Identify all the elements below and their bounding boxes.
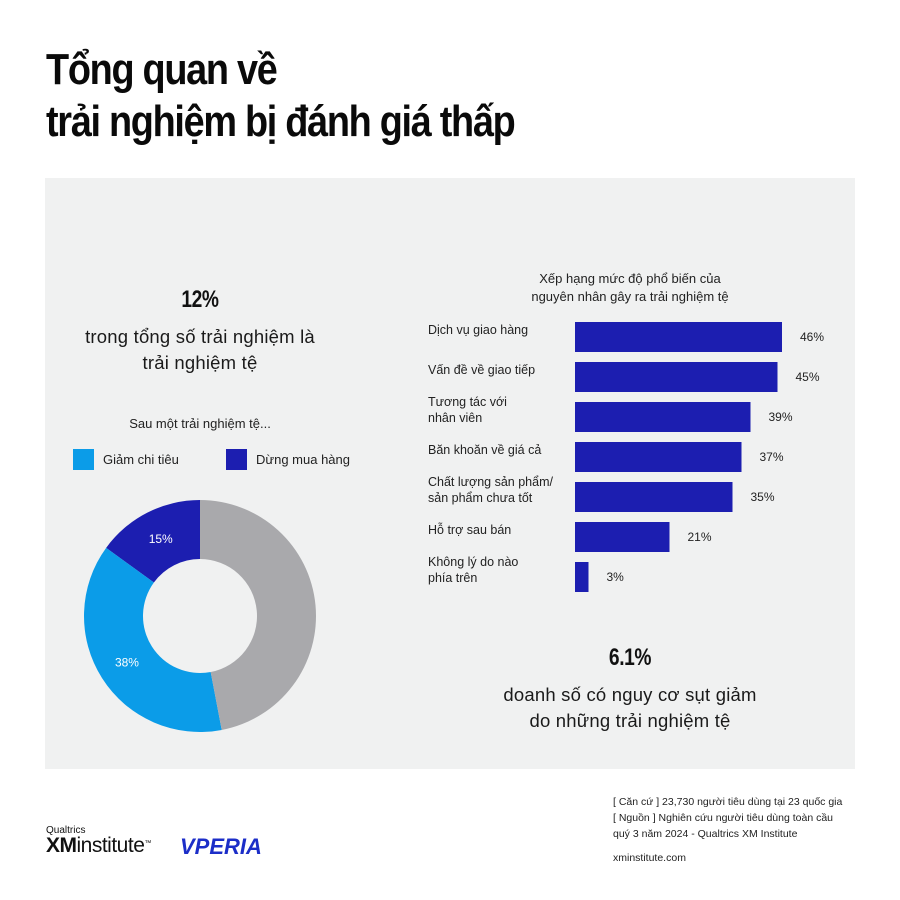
bar-category-label: Băn khoăn về giá cả [428, 443, 541, 457]
bar [575, 362, 778, 392]
logo-institute: institute [76, 834, 145, 857]
bar-chart-title-line-2: nguyên nhân gây ra trải nghiệm tệ [531, 289, 729, 304]
sales-risk-stat: 6.1% doanh số có nguy cơ sụt giảm do nhữ… [470, 644, 790, 734]
stat-description: trong tổng số trải nghiệm là trải nghiệm… [60, 324, 340, 376]
footnote-url: xminstitute.com [613, 852, 686, 864]
bar-value-label: 37% [760, 450, 784, 464]
donut-chart-title: Sau một trải nghiệm tệ... [129, 416, 271, 431]
page-title: Tổng quan về trải nghiệm bị đánh giá thấ… [46, 44, 516, 148]
bar-category-label: Không lý do nào phía trên [428, 555, 518, 585]
donut-slice [106, 500, 200, 583]
stat-value: 12% [181, 286, 219, 313]
bar-category-label: Hỗ trợ sau bán [428, 522, 511, 537]
stat-description-line-1: doanh số có nguy cơ sụt giảm [503, 684, 757, 705]
bar [575, 562, 589, 592]
legend-swatch-dark-blue [226, 449, 247, 470]
stat-description-line-1: trong tổng số trải nghiệm là [85, 326, 315, 347]
bar-value-label: 46% [800, 330, 824, 344]
footnote-source-line-2: quý 3 năm 2024 - Qualtrics XM Institute [613, 828, 798, 840]
title-line-1: Tổng quan về [46, 45, 278, 94]
bar [575, 522, 670, 552]
legend-item-stop-buying: Dừng mua hàng [226, 449, 350, 470]
bar-chart-title-line-1: Xếp hạng mức độ phổ biến của [539, 271, 721, 286]
legend-label: Dừng mua hàng [256, 452, 350, 467]
bar-value-label: 21% [688, 530, 712, 544]
bar-category-label: Chất lượng sản phẩm/sản phẩm chưa tốt [428, 475, 553, 505]
footnote-basis: [ Căn cứ ] 23,730 người tiêu dùng tại 23… [613, 796, 843, 808]
stat-description: doanh số có nguy cơ sụt giảm do những tr… [470, 682, 790, 734]
bar [575, 322, 782, 352]
footnote-source-line-1: [ Nguồn ] Nghiên cứu người tiêu dùng toà… [613, 812, 834, 824]
stat-description-line-2: do những trải nghiệm tệ [529, 710, 731, 731]
footnote: [ Căn cứ ] 23,730 người tiêu dùng tại 23… [613, 794, 842, 866]
bar [575, 402, 751, 432]
donut-chart: 15% 38% [83, 500, 317, 732]
donut-slice-label: 38% [115, 655, 139, 669]
bar [575, 482, 733, 512]
xm-institute-logo: XMinstitute™ [46, 834, 151, 858]
qualtrics-logo-text: Qualtrics [46, 825, 86, 836]
bar [575, 442, 742, 472]
legend-item-reduce-spending: Giảm chi tiêu [73, 449, 179, 470]
stat-value: 6.1% [608, 644, 652, 671]
title-line-2: trải nghiệm bị đánh giá thấp [46, 97, 516, 146]
donut-slice-label: 15% [149, 532, 173, 546]
bad-experience-share-stat: 12% trong tổng số trải nghiệm là trải ng… [60, 286, 340, 376]
logo-trademark: ™ [144, 840, 151, 847]
legend-label: Giảm chi tiêu [103, 452, 179, 467]
bar-value-label: 39% [769, 410, 793, 424]
vperia-logo: VPERIA [180, 834, 262, 859]
bar-value-label: 35% [751, 490, 775, 504]
bar-chart: 46% Dịch vụ giao hàng 45% Vấn đề về giao ti… [428, 322, 824, 592]
bar-category-label: Dịch vụ giao hàng [428, 323, 528, 337]
stat-description-line-2: trải nghiệm tệ [142, 352, 258, 373]
legend-swatch-light-blue [73, 449, 94, 470]
bar-category-label: Vấn đề về giao tiếp [428, 363, 535, 377]
bar-value-label: 3% [607, 570, 625, 584]
donut-slice [83, 547, 222, 732]
logo-xm: XM [46, 834, 77, 857]
bar-chart-title: Xếp hạng mức độ phổ biến của nguyên nhân… [470, 270, 790, 306]
bar-category-label: Tương tác với nhân viên [428, 395, 507, 425]
bar-value-label: 45% [796, 370, 820, 384]
donut-slice [200, 500, 317, 730]
